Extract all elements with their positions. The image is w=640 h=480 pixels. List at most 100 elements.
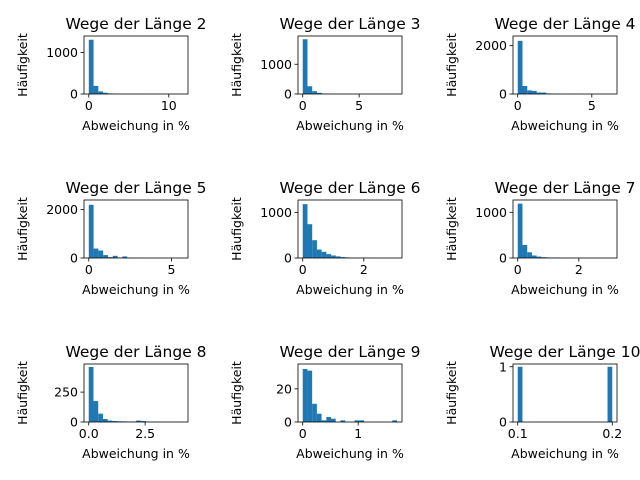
- histogram-bar: [122, 256, 128, 258]
- histogram-bar: [326, 254, 332, 258]
- y-axis-label: Häufigkeit: [15, 361, 30, 425]
- histogram-bar: [522, 244, 528, 258]
- x-tick-label: 0.1: [508, 426, 528, 441]
- chart-title: Wege der Länge 7: [494, 179, 635, 197]
- histogram-bar: [321, 251, 327, 258]
- chart-title: Wege der Länge 10: [490, 343, 640, 361]
- histogram-bar: [527, 252, 532, 258]
- histogram-bar: [136, 420, 141, 422]
- histogram-bar: [326, 417, 332, 422]
- x-axis-label: Abweichung in %: [296, 282, 404, 297]
- y-tick-label: 0: [284, 87, 292, 102]
- histogram-bar: [103, 92, 108, 94]
- histogram-bar: [103, 255, 108, 258]
- x-axis-label: Abweichung in %: [82, 282, 190, 297]
- histogram-bar: [335, 256, 341, 258]
- x-tick-label: 0: [514, 262, 522, 277]
- histogram-bar: [316, 413, 322, 422]
- histogram-bar: [522, 86, 528, 94]
- histogram-bar: [307, 370, 313, 422]
- chart-title: Wege der Länge 8: [65, 343, 206, 361]
- y-axis-label: Häufigkeit: [229, 33, 244, 97]
- histogram-bar: [312, 240, 317, 258]
- x-axis-label: Abweichung in %: [82, 446, 190, 461]
- histogram-bar: [316, 249, 322, 258]
- x-tick-label: 5: [167, 262, 175, 277]
- x-tick-label: 0: [299, 98, 307, 113]
- x-tick-label: 5: [588, 98, 596, 113]
- histogram-bar: [541, 92, 547, 94]
- histogram-bar: [331, 255, 336, 258]
- y-axis-label: Häufigkeit: [15, 33, 30, 97]
- histogram-bar: [517, 40, 523, 94]
- histogram-bar: [340, 420, 346, 422]
- x-tick-label: 0.2: [602, 426, 622, 441]
- y-tick-label: 0: [499, 251, 507, 266]
- chart-title: Wege der Länge 4: [494, 15, 635, 33]
- histogram-bar: [102, 419, 108, 422]
- x-axis-label: Abweichung in %: [82, 118, 190, 133]
- y-tick-label: 2000: [46, 202, 78, 217]
- x-axis-label: Abweichung in %: [296, 446, 404, 461]
- y-tick-label: 0: [499, 87, 507, 102]
- x-tick-label: 0: [514, 98, 522, 113]
- y-tick-label: 1000: [475, 205, 507, 220]
- x-tick-label: 5: [355, 98, 363, 113]
- y-tick-label: 0: [70, 415, 78, 430]
- histogram-bar: [536, 92, 542, 94]
- histogram-bar: [302, 368, 308, 422]
- histogram-bar: [331, 418, 336, 422]
- histogram-bar: [88, 366, 94, 422]
- axes-frame: [83, 35, 189, 95]
- y-tick-label: 250: [54, 385, 78, 400]
- x-tick-label: 2.5: [135, 426, 155, 441]
- x-axis-label: Abweichung in %: [296, 118, 404, 133]
- y-tick-label: 1000: [46, 45, 78, 60]
- histogram-bar: [340, 257, 346, 258]
- chart-title: Wege der Länge 9: [279, 343, 420, 361]
- histogram-bar: [302, 39, 308, 94]
- y-tick-label: 2000: [475, 38, 507, 53]
- axes-frame: [512, 35, 618, 95]
- y-axis-label: Häufigkeit: [444, 33, 459, 97]
- x-tick-label: 0.0: [79, 426, 99, 441]
- histogram-bar: [316, 92, 322, 94]
- x-tick-label: 1: [354, 426, 362, 441]
- histogram-bar: [98, 413, 103, 422]
- x-axis-label: Abweichung in %: [511, 118, 619, 133]
- histogram-bar: [517, 203, 523, 258]
- histogram-bar: [88, 204, 94, 258]
- x-tick-label: 0: [85, 98, 93, 113]
- axes-frame: [297, 35, 403, 95]
- chart-title: Wege der Länge 2: [65, 15, 206, 33]
- chart-title: Wege der Länge 5: [65, 179, 206, 197]
- histogram-bar: [302, 204, 308, 258]
- histogram-bar: [531, 255, 537, 258]
- y-tick-label: 0: [499, 415, 507, 430]
- axes-frame: [512, 363, 618, 423]
- y-axis-label: Häufigkeit: [15, 197, 30, 261]
- histogram-bar: [112, 421, 118, 422]
- y-tick-label: 1000: [260, 205, 292, 220]
- histogram-bar: [354, 420, 360, 422]
- histogram-bar: [312, 91, 317, 94]
- histogram-bar: [107, 257, 113, 258]
- chart-title: Wege der Länge 6: [279, 179, 420, 197]
- axes-frame: [83, 199, 189, 259]
- y-axis-label: Häufigkeit: [444, 361, 459, 425]
- histogram-bar: [107, 420, 113, 422]
- histogram-bar: [98, 91, 104, 94]
- y-tick-label: 0: [284, 251, 292, 266]
- y-axis-label: Häufigkeit: [229, 361, 244, 425]
- histogram-bar: [312, 403, 317, 422]
- x-tick-label: 0: [85, 262, 93, 277]
- histogram-bar: [93, 248, 99, 258]
- histogram-bar: [98, 250, 104, 258]
- y-tick-label: 20: [276, 381, 292, 396]
- x-tick-label: 10: [161, 98, 177, 113]
- x-axis-label: Abweichung in %: [511, 446, 619, 461]
- y-tick-label: 1: [499, 359, 507, 374]
- y-tick-label: 1000: [260, 57, 292, 72]
- y-tick-label: 0: [284, 415, 292, 430]
- chart-title: Wege der Länge 3: [279, 15, 420, 33]
